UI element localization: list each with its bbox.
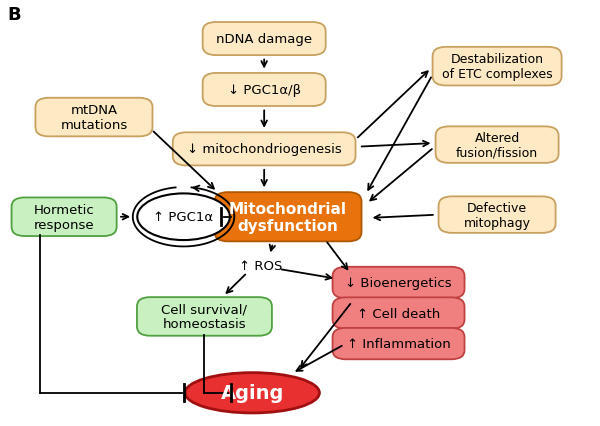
FancyBboxPatch shape <box>11 198 116 236</box>
Text: ↑ Inflammation: ↑ Inflammation <box>347 337 451 350</box>
Text: Defective
mitophagy: Defective mitophagy <box>464 201 530 229</box>
FancyBboxPatch shape <box>203 23 326 56</box>
FancyBboxPatch shape <box>332 267 464 299</box>
Text: ↑ ROS: ↑ ROS <box>239 259 283 272</box>
Ellipse shape <box>185 373 319 413</box>
FancyBboxPatch shape <box>433 48 562 86</box>
Text: ↑ Cell death: ↑ Cell death <box>357 307 440 320</box>
Text: Hormetic
response: Hormetic response <box>34 203 94 231</box>
Text: nDNA damage: nDNA damage <box>216 33 312 46</box>
Text: Cell survival/
homeostasis: Cell survival/ homeostasis <box>161 303 247 331</box>
Ellipse shape <box>137 194 230 241</box>
Text: mtDNA
mutations: mtDNA mutations <box>61 104 128 132</box>
Text: ↑ PGC1α: ↑ PGC1α <box>154 211 214 224</box>
Text: ↓ Bioenergetics: ↓ Bioenergetics <box>345 276 452 289</box>
FancyBboxPatch shape <box>332 298 464 329</box>
FancyBboxPatch shape <box>439 197 556 233</box>
Text: ↓ mitochondriogenesis: ↓ mitochondriogenesis <box>187 143 341 156</box>
FancyBboxPatch shape <box>35 98 152 137</box>
Text: Destabilization
of ETC complexes: Destabilization of ETC complexes <box>442 53 553 81</box>
FancyBboxPatch shape <box>332 328 464 360</box>
FancyBboxPatch shape <box>436 127 559 164</box>
Text: Aging: Aging <box>221 383 284 402</box>
Text: B: B <box>7 6 21 23</box>
FancyBboxPatch shape <box>137 297 272 336</box>
FancyBboxPatch shape <box>215 193 362 242</box>
Text: Altered
fusion/fission: Altered fusion/fission <box>456 131 538 159</box>
FancyBboxPatch shape <box>173 133 356 166</box>
Text: Mitochondrial
dysfunction: Mitochondrial dysfunction <box>229 201 347 233</box>
FancyBboxPatch shape <box>203 74 326 107</box>
Text: ↓ PGC1α/β: ↓ PGC1α/β <box>227 84 301 97</box>
